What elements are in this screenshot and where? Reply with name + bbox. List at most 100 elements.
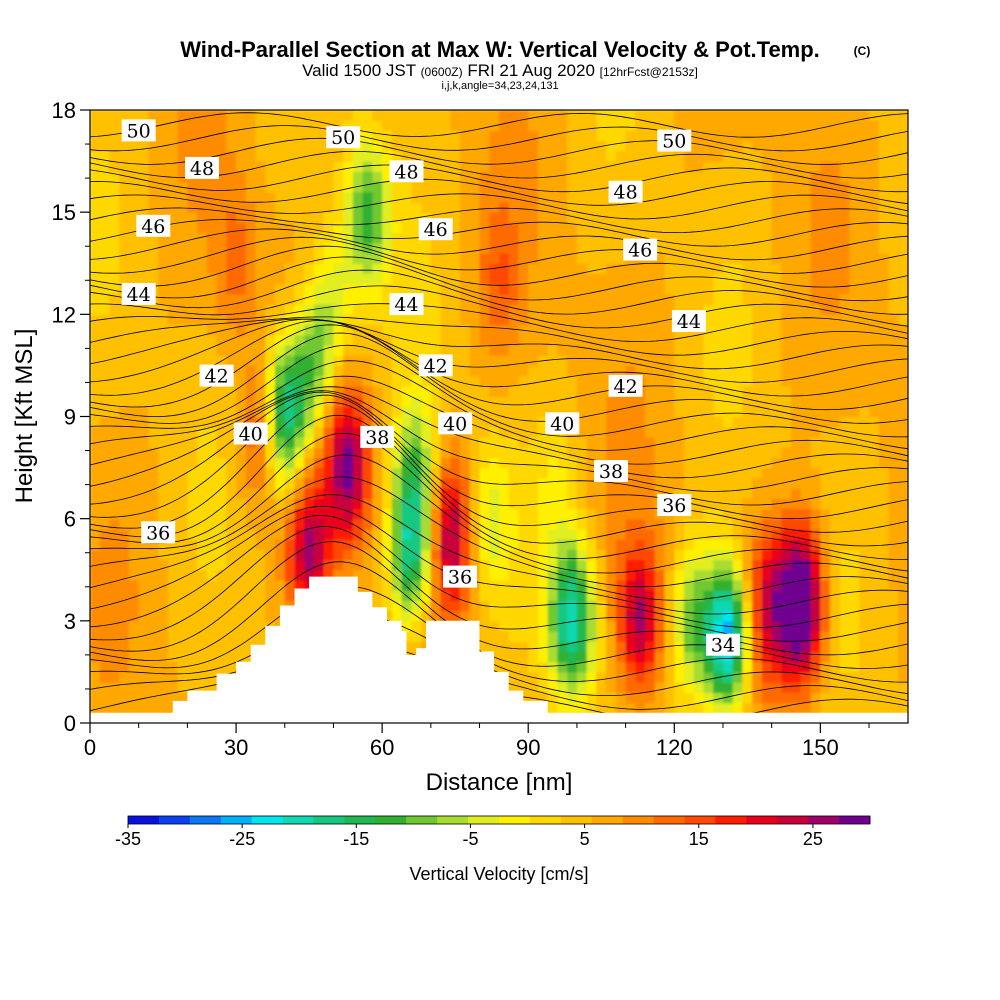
vv-cell xyxy=(508,477,520,489)
vv-cell xyxy=(460,242,471,254)
vv-cell xyxy=(752,191,763,203)
vv-cell xyxy=(878,426,890,438)
vv-cell xyxy=(674,201,685,213)
vv-cell xyxy=(839,651,851,663)
vv-cell xyxy=(869,702,880,714)
vv-cell xyxy=(275,191,286,203)
vv-cell xyxy=(119,549,130,561)
vv-cell xyxy=(167,110,179,121)
vv-cell xyxy=(109,426,120,438)
vv-cell xyxy=(323,110,335,121)
vv-cell xyxy=(615,518,627,530)
vv-cell xyxy=(148,385,159,397)
vv-cell xyxy=(722,324,734,336)
vv-cell xyxy=(343,385,354,397)
vv-cell xyxy=(148,682,159,693)
vv-cell xyxy=(878,406,890,418)
vv-cell xyxy=(537,447,549,458)
vv-cell xyxy=(216,549,227,561)
vv-cell xyxy=(90,682,101,693)
vv-cell xyxy=(226,651,237,663)
vv-cell xyxy=(839,232,851,244)
vv-cell xyxy=(352,191,364,203)
vv-cell xyxy=(869,539,880,550)
vv-cell xyxy=(275,436,286,448)
vv-cell xyxy=(411,539,422,550)
vv-cell xyxy=(567,467,578,479)
vv-cell xyxy=(830,396,841,407)
vv-cell xyxy=(99,539,111,550)
vv-cell xyxy=(216,651,227,663)
vv-cell xyxy=(226,447,237,458)
vv-cell xyxy=(138,477,150,489)
vv-cell xyxy=(90,508,101,520)
vv-cell xyxy=(226,518,237,530)
vv-cell xyxy=(830,375,841,387)
vv-cell xyxy=(372,508,383,520)
vv-cell xyxy=(265,222,276,234)
vv-cell xyxy=(518,283,529,295)
vv-cell xyxy=(615,396,627,407)
vv-cell xyxy=(567,477,578,489)
vv-cell xyxy=(820,498,831,510)
vv-cell xyxy=(567,140,578,152)
vv-cell xyxy=(236,283,247,295)
vv-cell xyxy=(703,232,714,244)
vv-cell xyxy=(499,283,510,295)
vv-cell xyxy=(109,508,120,520)
vv-cell xyxy=(722,140,734,152)
vv-cell xyxy=(547,610,559,622)
vv-cell xyxy=(713,508,724,520)
vv-cell xyxy=(352,508,364,520)
vv-cell xyxy=(567,334,578,346)
vv-cell xyxy=(810,651,821,663)
vv-cell xyxy=(713,579,724,591)
vv-cell xyxy=(236,171,247,183)
vv-cell xyxy=(216,436,227,448)
vv-cell xyxy=(138,161,150,172)
vv-cell xyxy=(761,212,773,223)
vv-cell xyxy=(265,232,276,244)
vv-cell xyxy=(216,181,227,193)
vv-cell xyxy=(236,579,247,591)
vv-cell xyxy=(284,201,296,213)
vv-cell xyxy=(284,477,296,489)
vv-cell xyxy=(888,620,899,632)
vv-cell xyxy=(255,631,266,642)
vv-cell xyxy=(499,212,510,223)
vv-cell xyxy=(518,631,529,642)
vv-cell xyxy=(343,549,354,561)
vv-cell xyxy=(839,600,851,612)
vv-cell xyxy=(421,549,432,561)
vv-cell xyxy=(528,334,539,346)
vv-cell xyxy=(820,477,831,489)
vv-cell xyxy=(304,396,315,407)
vv-cell xyxy=(635,559,646,571)
vv-cell xyxy=(830,110,841,121)
vv-cell xyxy=(625,150,636,162)
vv-cell xyxy=(440,436,451,448)
vv-cell xyxy=(596,416,607,428)
vv-cell xyxy=(791,508,802,520)
vv-cell xyxy=(508,365,520,377)
vv-cell xyxy=(411,620,422,632)
vv-cell xyxy=(576,171,588,183)
vv-cell xyxy=(567,212,578,223)
vv-cell xyxy=(810,661,821,673)
vv-cell xyxy=(567,191,578,203)
vv-cell xyxy=(411,641,422,653)
vv-cell xyxy=(90,222,101,234)
vv-cell xyxy=(703,324,714,336)
vv-cell xyxy=(469,181,481,193)
vv-cell xyxy=(109,222,120,234)
vv-cell xyxy=(304,436,315,448)
vv-cell xyxy=(742,488,753,499)
vv-cell xyxy=(849,242,860,254)
vv-cell xyxy=(713,467,724,479)
vv-cell xyxy=(187,334,198,346)
vv-cell xyxy=(343,498,354,510)
vv-cell xyxy=(742,273,753,285)
vv-cell xyxy=(255,263,266,275)
vv-cell xyxy=(645,447,656,458)
vv-cell xyxy=(713,334,724,346)
